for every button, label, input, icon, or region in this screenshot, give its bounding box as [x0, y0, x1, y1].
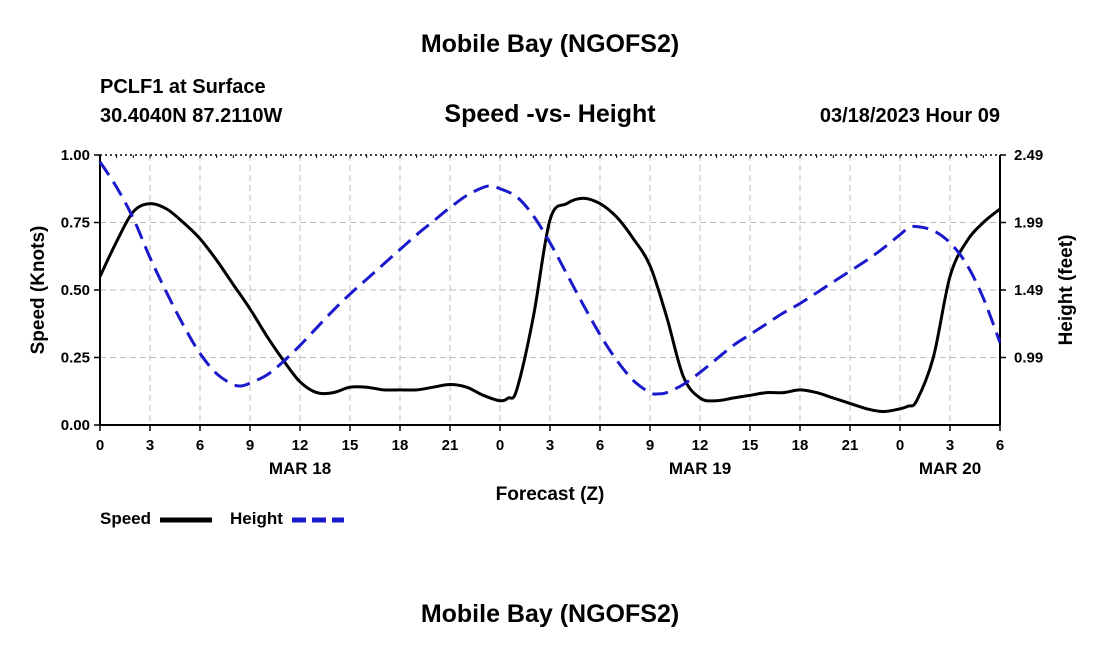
chart-axes [94, 154, 1006, 431]
x-tick-label: 0 [496, 437, 504, 454]
x-tick-label: 21 [842, 437, 859, 454]
chart-labels: 0 3 6 9 12 15 18 21 0 3 6 9 12 15 18 21 0 3 6 0.00 0.25 0.50 0… [28, 147, 1077, 505]
x-tick-label: 6 [996, 437, 1004, 454]
chart-subtitle: Speed -vs- Height [444, 100, 656, 128]
x-tick-label: 18 [792, 437, 809, 454]
x-tick-label: 15 [342, 437, 359, 454]
y-right-tick-label: 0.99 [1014, 350, 1043, 367]
date-label: MAR 19 [669, 459, 731, 478]
y-left-tick-label: 1.00 [61, 147, 90, 164]
forecast-datetime: 03/18/2023 Hour 09 [819, 105, 1000, 127]
x-tick-label: 21 [442, 437, 459, 454]
y-right-axis-title: Height (feet) [1056, 235, 1077, 346]
x-tick-label: 3 [946, 437, 954, 454]
x-tick-label: 0 [896, 437, 904, 454]
date-label: MAR 18 [269, 459, 331, 478]
x-tick-label: 18 [392, 437, 409, 454]
footer-title: Mobile Bay (NGOFS2) [420, 600, 680, 628]
y-left-axis-title: Speed (Knots) [28, 226, 49, 355]
date-label: MAR 20 [919, 459, 981, 478]
x-tick-label: 12 [692, 437, 709, 454]
x-tick-label: 3 [546, 437, 554, 454]
station-name: PCLF1 at Surface [100, 76, 266, 98]
y-left-tick-label: 0.25 [61, 350, 90, 367]
y-left-tick-label: 0.75 [61, 215, 90, 232]
x-tick-label: 6 [596, 437, 604, 454]
y-right-tick-label: 1.49 [1014, 282, 1043, 299]
series-line-speed [98, 196, 1001, 413]
y-left-tick-label: 0.50 [61, 282, 90, 299]
x-tick-label: 15 [742, 437, 759, 454]
x-tick-label: 9 [246, 437, 254, 454]
series-line-height [98, 160, 1002, 396]
y-left-tick-label: 0.00 [61, 417, 90, 434]
legend-speed-label: Speed [100, 509, 152, 528]
legend-height-label: Height [230, 509, 283, 528]
x-tick-label: 3 [146, 437, 154, 454]
page-title: Mobile Bay (NGOFS2) [420, 30, 680, 58]
x-tick-label: 9 [646, 437, 654, 454]
station-coordinates: 30.4040N 87.2110W [100, 105, 283, 127]
x-tick-label: 6 [196, 437, 204, 454]
x-tick-label: 0 [96, 437, 104, 454]
y-right-tick-label: 1.99 [1014, 215, 1043, 232]
chart-series [98, 160, 1002, 413]
x-tick-label: 12 [292, 437, 309, 454]
x-axis-title: Forecast (Z) [496, 484, 605, 505]
y-right-tick-label: 2.49 [1014, 147, 1043, 164]
